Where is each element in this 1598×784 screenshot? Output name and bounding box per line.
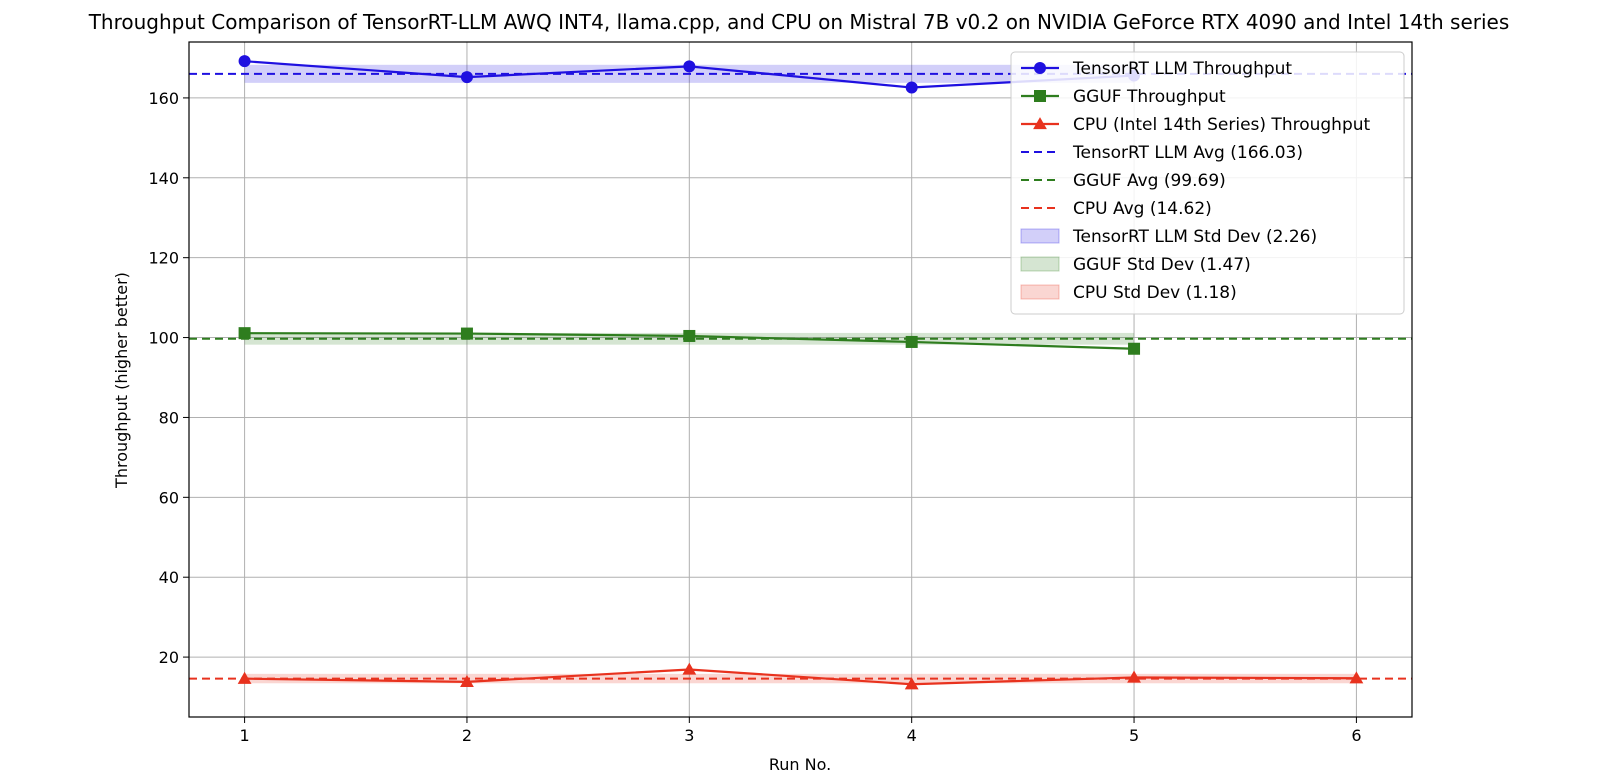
y-tick-label: 160: [148, 89, 179, 108]
y-tick-label: 40: [159, 568, 179, 587]
legend-band-handle: [1020, 228, 1060, 244]
data-point-square: [1034, 90, 1046, 102]
x-tick-label: 2: [462, 726, 472, 745]
legend-label: CPU (Intel 14th Series) Throughput: [1073, 115, 1371, 135]
legend-band-handle: [1020, 256, 1060, 272]
chart-title: Throughput Comparison of TensorRT-LLM AW…: [88, 10, 1510, 34]
data-point-square: [905, 335, 918, 348]
data-point-circle: [905, 81, 918, 94]
x-axis-label: Run No.: [769, 755, 831, 774]
data-point-circle: [460, 71, 473, 84]
x-tick-label: 3: [684, 726, 694, 745]
legend-band-handle: [1020, 284, 1060, 300]
y-axis-ticks: 20 40 60 80 100 120 140 160: [148, 89, 189, 667]
legend-label: TensorRT LLM Std Dev (2.26): [1072, 227, 1317, 247]
data-point-triangle: [682, 662, 697, 675]
y-tick-label: 20: [159, 648, 179, 667]
data-point-circle: [1034, 62, 1046, 74]
data-point-triangle: [460, 674, 474, 688]
data-point-circle: [683, 60, 696, 73]
y-tick-label: 120: [148, 249, 179, 268]
y-tick-label: 140: [148, 169, 179, 188]
legend-label: TensorRT LLM Throughput: [1072, 59, 1292, 79]
legend-box: [1010, 51, 1405, 315]
data-point-triangle: [1033, 117, 1047, 130]
legend-label: CPU Avg (14.62): [1073, 199, 1212, 219]
data-point-square: [238, 327, 251, 340]
y-axis-label: Throughput (higher better): [112, 272, 131, 489]
x-tick-label: 5: [1129, 726, 1139, 745]
data-point-square: [683, 329, 696, 342]
legend-label: CPU Std Dev (1.18): [1073, 283, 1237, 303]
data-point-square: [460, 327, 473, 340]
series-line: [244, 668, 1357, 686]
series-lines: [237, 55, 1364, 690]
y-tick-label: 80: [159, 408, 179, 427]
plot-frame: [188, 41, 1413, 718]
y-tick-label: 100: [148, 329, 179, 348]
x-axis-ticks: 1 2 3 4 5 6: [239, 717, 1362, 745]
data-point-triangle: [1127, 670, 1141, 683]
y-tick-label: 60: [159, 488, 179, 507]
legend-label: GGUF Throughput: [1073, 87, 1226, 107]
legend-label: GGUF Std Dev (1.47): [1073, 255, 1251, 275]
x-tick-label: 1: [239, 726, 249, 745]
x-tick-label: 4: [907, 726, 917, 745]
data-point-square: [1128, 342, 1141, 355]
data-point-triangle: [904, 677, 919, 690]
legend-label: GGUF Avg (99.69): [1073, 171, 1226, 191]
data-point-triangle: [1349, 671, 1364, 684]
data-point-triangle: [237, 671, 252, 684]
data-point-circle: [238, 55, 251, 68]
legend: TensorRT LLM Throughput GGUF Throughput CP…: [1010, 51, 1405, 315]
legend-label: TensorRT LLM Avg (166.03): [1072, 143, 1303, 163]
x-tick-label: 6: [1351, 726, 1361, 745]
